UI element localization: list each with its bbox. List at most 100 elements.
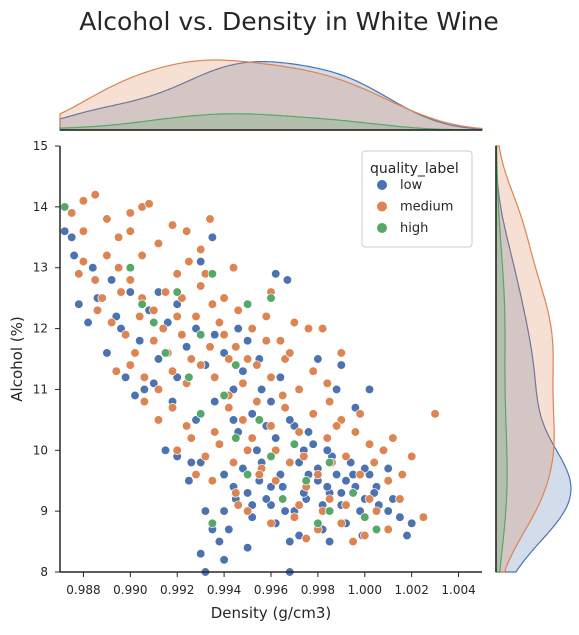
point-high bbox=[266, 293, 276, 303]
legend-marker-medium bbox=[377, 201, 387, 212]
point-medium bbox=[172, 269, 182, 279]
point-medium bbox=[395, 494, 405, 504]
point-low bbox=[125, 287, 135, 297]
point-low bbox=[172, 299, 182, 309]
point-medium bbox=[238, 415, 248, 425]
point-low bbox=[67, 232, 77, 242]
point-medium bbox=[153, 415, 164, 425]
point-medium bbox=[191, 469, 201, 480]
point-medium bbox=[113, 232, 124, 242]
point-medium bbox=[205, 214, 215, 224]
point-medium bbox=[214, 439, 225, 449]
point-medium bbox=[231, 488, 241, 498]
point-high bbox=[289, 439, 300, 449]
legend-marker-high bbox=[377, 223, 387, 233]
x-tick-label: 0.996 bbox=[254, 583, 288, 597]
point-low bbox=[336, 360, 346, 370]
y-tick-label: 15 bbox=[33, 139, 48, 153]
point-medium bbox=[430, 409, 440, 419]
point-low bbox=[322, 445, 332, 455]
point-medium bbox=[294, 500, 304, 510]
point-medium bbox=[102, 250, 112, 261]
point-medium bbox=[120, 330, 131, 340]
point-medium bbox=[324, 494, 335, 504]
point-low bbox=[383, 506, 393, 516]
point-medium bbox=[111, 366, 121, 376]
point-low bbox=[355, 506, 365, 516]
point-low bbox=[331, 469, 342, 480]
point-low bbox=[336, 488, 346, 498]
x-tick-label: 1.004 bbox=[441, 583, 475, 597]
point-medium bbox=[271, 476, 281, 486]
point-medium bbox=[355, 409, 365, 419]
legend-label-high: high bbox=[400, 221, 428, 236]
point-low bbox=[191, 323, 201, 334]
point-medium bbox=[355, 469, 365, 480]
point-low bbox=[407, 518, 417, 528]
point-medium bbox=[210, 372, 220, 382]
point-low bbox=[395, 512, 405, 522]
point-medium bbox=[207, 476, 218, 486]
point-medium bbox=[139, 372, 150, 382]
point-low bbox=[196, 549, 206, 559]
x-tick-label: 0.990 bbox=[113, 583, 147, 597]
point-medium bbox=[238, 378, 248, 388]
point-low bbox=[111, 311, 121, 322]
legend-label-low: low bbox=[400, 178, 423, 193]
point-low bbox=[160, 445, 171, 455]
point-low bbox=[383, 463, 393, 474]
point-medium bbox=[92, 305, 103, 315]
point-medium bbox=[266, 372, 276, 382]
point-medium bbox=[196, 360, 206, 370]
point-high bbox=[231, 433, 241, 443]
point-low bbox=[266, 396, 276, 407]
point-medium bbox=[252, 396, 262, 407]
top-marginal-density bbox=[59, 59, 483, 131]
point-low bbox=[139, 384, 150, 395]
point-low bbox=[238, 366, 248, 376]
point-high bbox=[137, 299, 147, 309]
point-low bbox=[271, 433, 281, 443]
point-high bbox=[149, 317, 159, 328]
y-tick-label: 11 bbox=[33, 382, 48, 396]
point-medium bbox=[200, 451, 211, 462]
point-high bbox=[324, 506, 335, 516]
point-medium bbox=[116, 287, 126, 297]
point-low bbox=[149, 378, 159, 388]
top-density-medium bbox=[59, 59, 483, 131]
point-medium bbox=[341, 500, 351, 510]
y-tick-label: 13 bbox=[33, 261, 48, 275]
point-medium bbox=[78, 226, 89, 236]
right-density-high bbox=[495, 145, 508, 573]
point-medium bbox=[153, 238, 164, 249]
point-medium bbox=[360, 530, 370, 541]
point-high bbox=[301, 476, 311, 486]
point-medium bbox=[378, 445, 389, 455]
y-axis-label: Alcohol (%) bbox=[8, 316, 26, 401]
point-medium bbox=[78, 196, 89, 206]
point-medium bbox=[308, 409, 318, 419]
point-low bbox=[224, 524, 234, 535]
point-medium bbox=[167, 403, 178, 413]
point-medium bbox=[383, 476, 393, 486]
point-low bbox=[88, 263, 98, 273]
point-low bbox=[364, 469, 375, 480]
point-medium bbox=[125, 226, 135, 236]
point-medium bbox=[294, 427, 304, 437]
point-low bbox=[280, 506, 290, 516]
point-medium bbox=[205, 342, 215, 352]
point-medium bbox=[144, 199, 154, 209]
point-medium bbox=[106, 317, 117, 328]
y-tick-label: 14 bbox=[33, 200, 48, 214]
point-medium bbox=[247, 433, 257, 443]
point-low bbox=[256, 384, 267, 395]
y-tick-label: 12 bbox=[33, 322, 48, 336]
point-medium bbox=[388, 433, 398, 443]
point-medium bbox=[210, 427, 220, 437]
point-low bbox=[153, 354, 164, 364]
point-low bbox=[242, 336, 253, 346]
chart-title: Alcohol vs. Density in White Wine bbox=[79, 7, 499, 36]
point-medium bbox=[280, 354, 290, 364]
point-high bbox=[324, 457, 335, 468]
